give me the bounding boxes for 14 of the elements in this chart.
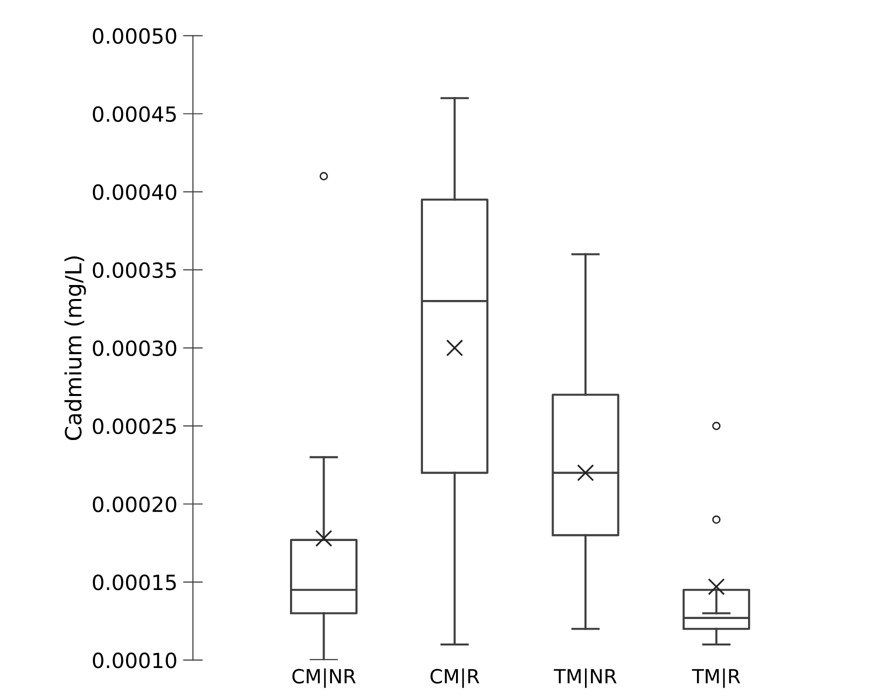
y-axis-title: Cadmium (mg/L) [64, 256, 86, 440]
y-tick-label: 0.00040 [92, 184, 176, 200]
y-tick-label: 0.00025 [92, 418, 176, 434]
y-tick-label: 0.00050 [92, 28, 176, 44]
y-tick-label: 0.00010 [92, 652, 176, 668]
x-tick-label: TM|NR [554, 668, 617, 688]
y-tick-label: 0.00020 [92, 496, 176, 512]
y-tick-label: 0.00015 [92, 574, 176, 590]
x-tick-label: CM|NR [292, 668, 356, 688]
x-tick-label: TM|R [692, 668, 740, 688]
x-tick-label: CM|R [430, 668, 480, 688]
y-tick-label: 0.00035 [92, 262, 176, 278]
y-tick-label: 0.00045 [92, 106, 176, 122]
y-tick-label: 0.00030 [92, 340, 176, 356]
